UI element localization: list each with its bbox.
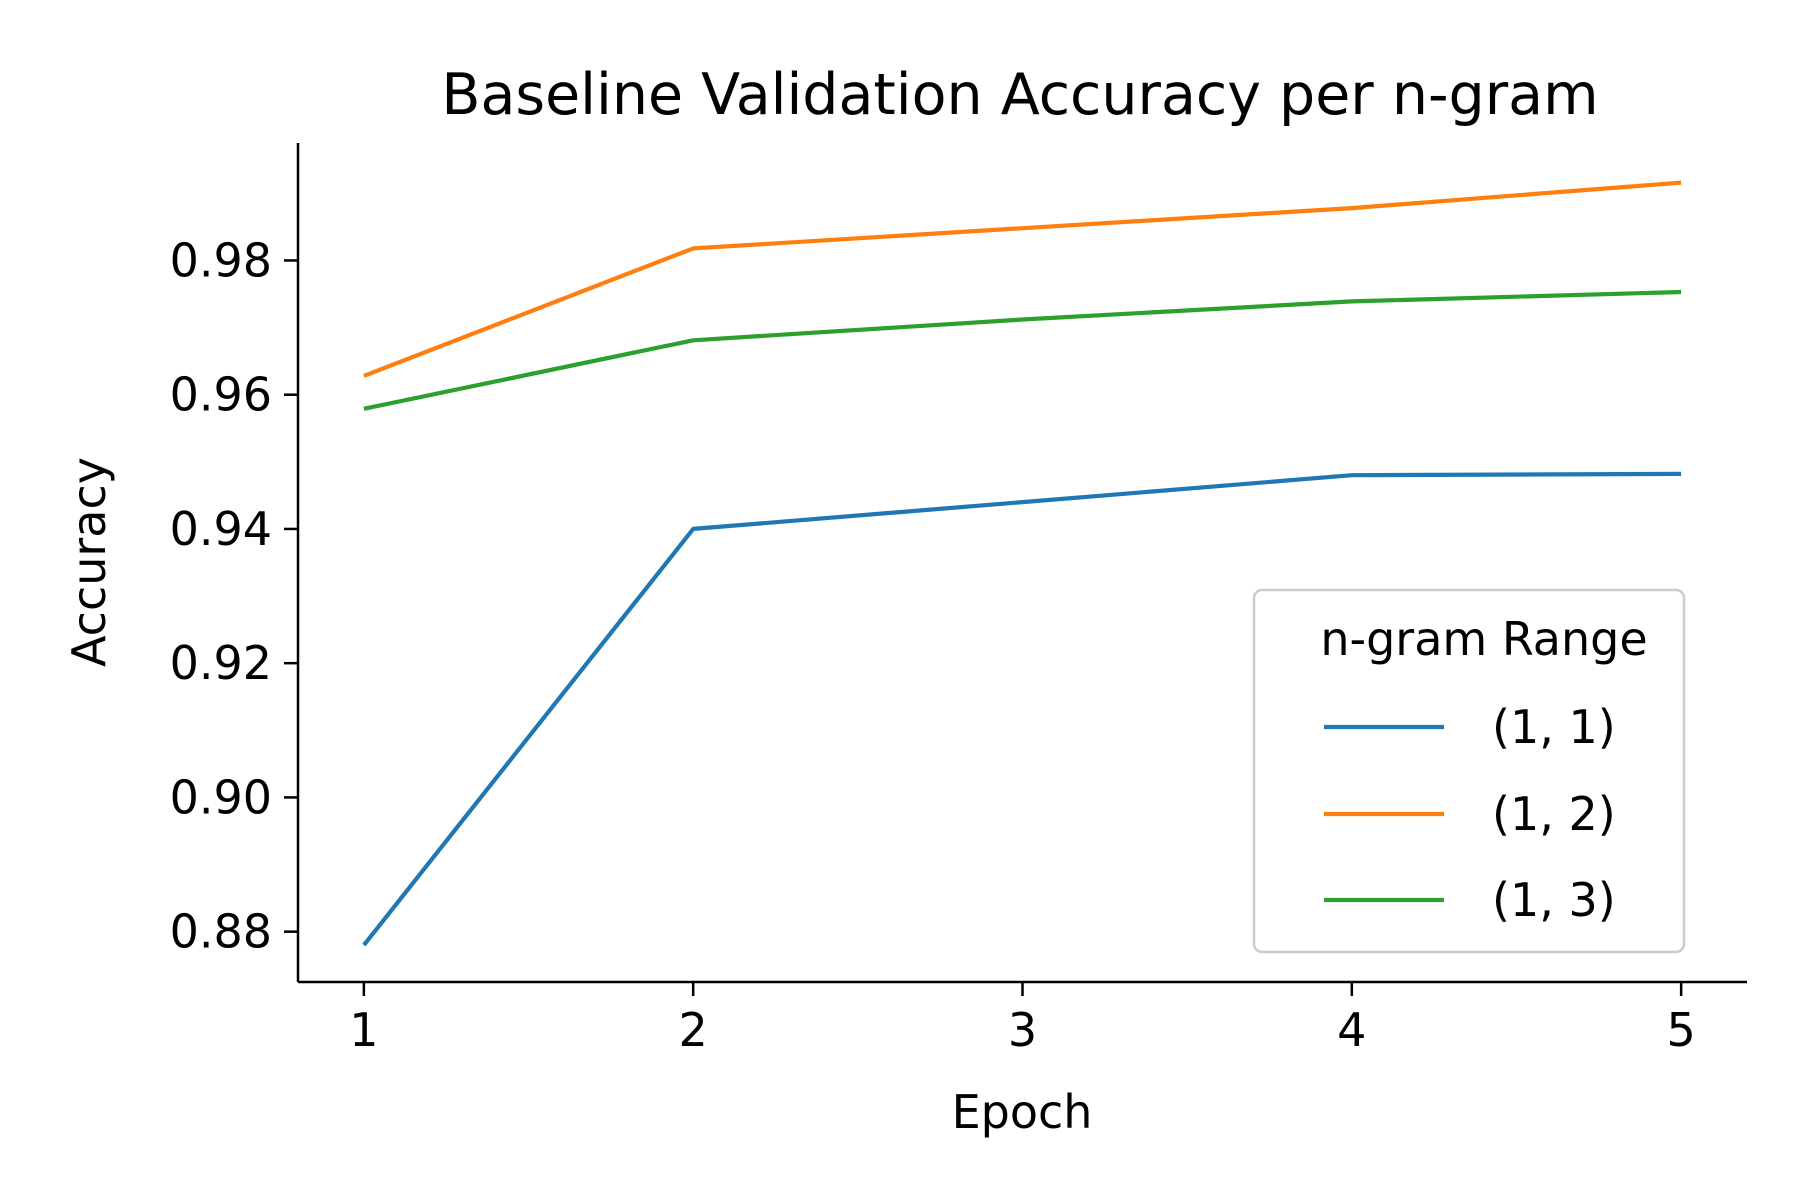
- x-tick-label: 4: [1337, 1003, 1366, 1057]
- legend-label-1: (1, 1): [1492, 700, 1616, 754]
- legend-title: n-gram Range: [1320, 612, 1647, 666]
- plot-lines: [362, 180, 1682, 947]
- x-tick-label: 5: [1666, 1003, 1695, 1057]
- y-ticks: 0.88 0.90 0.92 0.94 0.96 0.98: [170, 233, 298, 959]
- legend-frame: [1252, 588, 1686, 954]
- series-line-2: [363, 180, 1682, 378]
- y-tick-label: 0.88: [170, 905, 272, 959]
- legend-items: (1, 1) (1, 2) (1, 3): [1324, 700, 1616, 927]
- x-ticks: 1 2 3 4 5: [349, 982, 1696, 1057]
- y-tick-label: 0.96: [170, 368, 272, 422]
- x-tick-label: 1: [349, 1003, 378, 1057]
- chart-title: Baseline Validation Accuracy per n-gram: [441, 62, 1598, 128]
- x-tick-label: 3: [1008, 1003, 1037, 1057]
- series-line-1: [362, 471, 1682, 947]
- legend-label-3: (1, 3): [1492, 873, 1616, 927]
- y-tick-label: 0.92: [170, 636, 272, 690]
- x-tick-label: 2: [679, 1003, 708, 1057]
- y-tick-label: 0.94: [170, 502, 272, 556]
- y-tick-label: 0.90: [170, 770, 272, 824]
- legend: n-gram Range (1, 1) (1, 2) (1, 3): [1252, 588, 1686, 954]
- legend-label-2: (1, 2): [1492, 787, 1616, 841]
- y-tick-label: 0.98: [170, 233, 272, 287]
- series-line-3: [363, 289, 1682, 411]
- y-axis-label: Accuracy: [62, 457, 116, 667]
- x-axis-label: Epoch: [952, 1085, 1093, 1139]
